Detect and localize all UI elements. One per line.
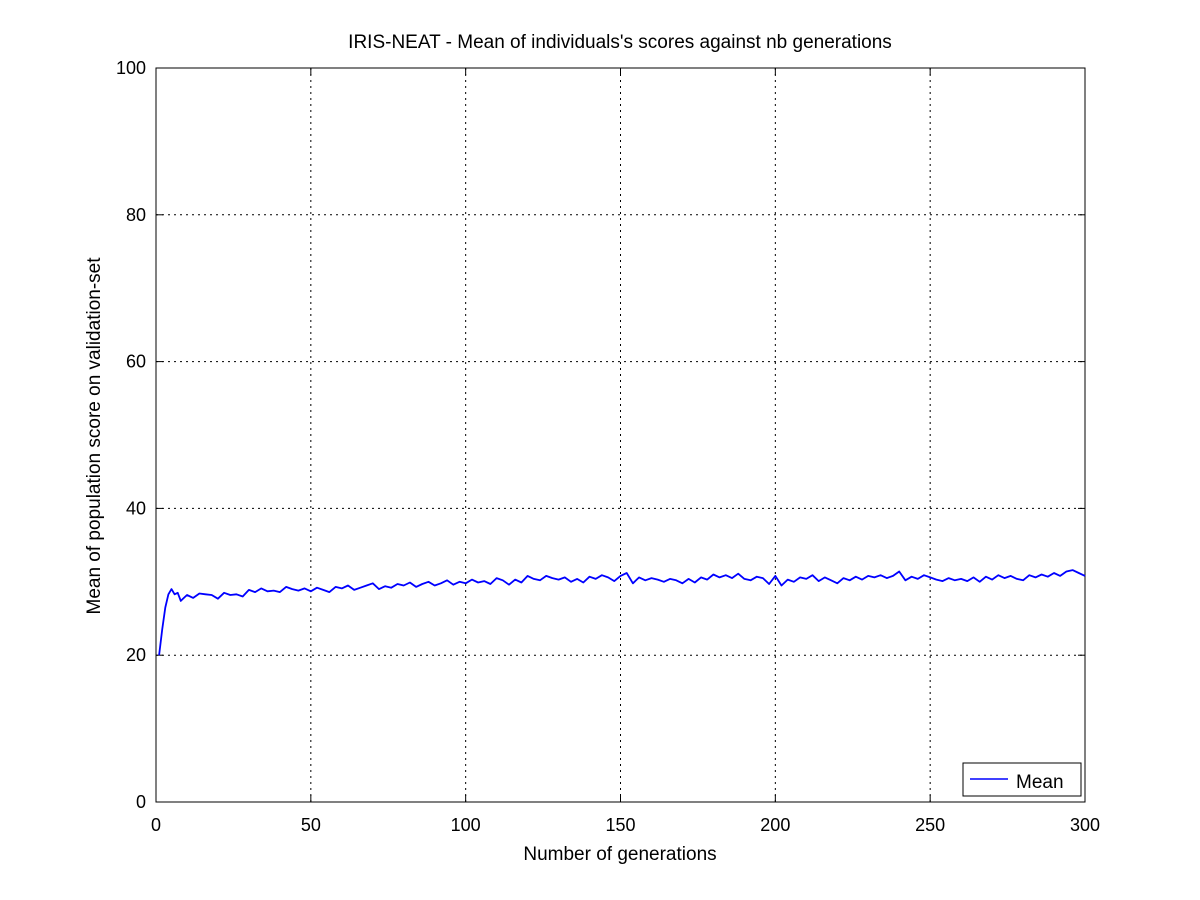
y-tick-label: 80 <box>126 205 146 225</box>
chart-title: IRIS-NEAT - Mean of individuals's scores… <box>348 32 892 53</box>
grid <box>156 68 1085 802</box>
x-tick-label: 0 <box>151 815 161 835</box>
series-layer <box>158 569 1086 656</box>
y-tick-label: 0 <box>136 792 146 812</box>
x-tick-label: 250 <box>915 815 945 835</box>
axis-ticks: 0 50 100 150 200 250 300 0 20 40 60 80 100 <box>116 58 1100 835</box>
x-tick-label: 50 <box>301 815 321 835</box>
x-tick-label: 100 <box>451 815 481 835</box>
legend: Mean <box>962 762 1082 797</box>
x-axis-label: Number of generations <box>523 844 716 865</box>
y-tick-label: 60 <box>126 352 146 372</box>
plot-frame <box>155 67 1086 803</box>
y-tick-label: 40 <box>126 498 146 518</box>
x-tick-label: 200 <box>760 815 790 835</box>
legend-label-mean: Mean <box>1016 772 1064 793</box>
y-axis-label: Mean of population score on validation-s… <box>84 257 105 615</box>
x-tick-label: 300 <box>1070 815 1100 835</box>
series-line-mean <box>158 569 1086 656</box>
y-tick-label: 100 <box>116 58 146 78</box>
x-tick-label: 150 <box>605 815 635 835</box>
y-tick-label: 20 <box>126 645 146 665</box>
